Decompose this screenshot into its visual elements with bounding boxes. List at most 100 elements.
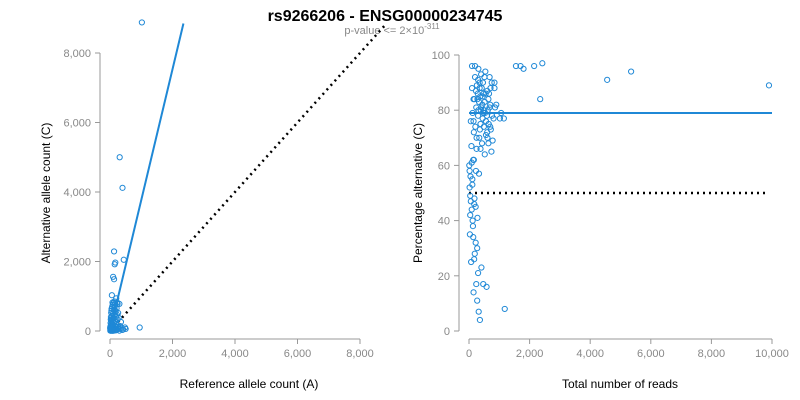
- right-data-point: [482, 118, 490, 125]
- right-data-point: [469, 223, 477, 230]
- right-data-point: [472, 87, 480, 94]
- right-data-point: [467, 211, 474, 219]
- right-data-point: [469, 176, 476, 183]
- left-x-tick-label: 0: [107, 348, 113, 360]
- right-data-point: [476, 126, 484, 133]
- subtitle-exponent: -311: [424, 22, 440, 31]
- left-x-axis-label: Reference allele count (A): [180, 377, 319, 391]
- left-y-tick-label: 0: [85, 326, 91, 338]
- right-data-point: [468, 62, 476, 70]
- right-data-point: [470, 289, 477, 296]
- right-x-tick-label: 2,000: [516, 348, 544, 360]
- left-y-tick-label: 8,000: [63, 48, 91, 60]
- right-data-point: [476, 316, 484, 324]
- right-data-point: [512, 62, 520, 70]
- right-data-point: [472, 203, 479, 210]
- right-data-point: [475, 65, 482, 72]
- right-data-point: [477, 120, 484, 128]
- right-data-point: [496, 115, 504, 122]
- right-x-tick-label: 10,000: [755, 348, 789, 360]
- right-y-tick-label: 0: [444, 326, 450, 338]
- right-data-point: [470, 96, 477, 103]
- left-data-point: [110, 248, 118, 255]
- left-data-point: [136, 324, 143, 331]
- left-x-tick-label: 6,000: [284, 348, 312, 360]
- right-data-point: [483, 283, 490, 290]
- right-data-point: [472, 239, 479, 246]
- right-data-point: [537, 96, 544, 103]
- right-x-tick-label: 4,000: [576, 348, 604, 360]
- right-y-tick-label: 40: [438, 216, 450, 228]
- right-y-tick-label: 20: [438, 271, 450, 283]
- right-data-point: [468, 159, 475, 166]
- left-data-point: [121, 324, 129, 331]
- right-y-tick-label: 100: [432, 50, 450, 62]
- right-data-point: [467, 118, 474, 125]
- right-data-point: [479, 79, 487, 86]
- chart-title: rs9266206 - ENSG00000234745: [268, 8, 503, 25]
- right-data-point: [480, 280, 487, 288]
- right-data-point: [467, 198, 474, 205]
- subtitle-prefix: p-value <= 2×10: [344, 25, 424, 37]
- right-data-point: [466, 231, 474, 238]
- left-reference-line: [109, 22, 388, 332]
- right-data-point: [474, 76, 482, 83]
- right-data-point: [470, 118, 477, 125]
- left-panel: Reference allele count (A) Alternative a…: [39, 19, 388, 391]
- right-y-tick-label: 80: [438, 105, 450, 117]
- right-data-point: [474, 96, 481, 103]
- left-data-point: [110, 276, 118, 283]
- right-data-point: [487, 123, 494, 130]
- left-data-point: [119, 184, 126, 191]
- right-data-point: [478, 71, 485, 78]
- right-data-point: [470, 129, 477, 136]
- right-data-point: [486, 73, 493, 81]
- left-x-tick-label: 4,000: [221, 348, 249, 360]
- right-data-point: [474, 245, 481, 252]
- right-data-point: [477, 145, 484, 152]
- right-data-point: [485, 96, 492, 103]
- right-data-point: [471, 62, 479, 70]
- left-data-point: [120, 326, 127, 333]
- right-data-point: [466, 184, 473, 191]
- right-x-tick-label: 8,000: [698, 348, 726, 360]
- right-data-point: [484, 129, 491, 136]
- right-y-tick-label: 60: [438, 160, 450, 172]
- right-x-tick-label: 0: [466, 348, 472, 360]
- right-data-point: [470, 234, 477, 241]
- right-data-point: [471, 195, 478, 202]
- right-data-point: [478, 104, 485, 111]
- chart-subtitle: p-value <= 2×10-311: [344, 22, 440, 37]
- right-data-point: [474, 297, 481, 304]
- right-data-point: [478, 140, 486, 147]
- right-data-point: [485, 140, 492, 147]
- right-data-point: [765, 82, 773, 89]
- left-data-point: [111, 261, 118, 268]
- left-data-point: [114, 326, 121, 333]
- right-panel: Total number of reads Percentage alterna…: [411, 50, 789, 391]
- right-data-point: [487, 101, 494, 108]
- left-fit-line: [109, 23, 185, 332]
- right-data-point: [472, 123, 479, 130]
- right-data-point: [479, 93, 486, 100]
- right-x-tick-label: 6,000: [637, 348, 665, 360]
- right-data-point: [481, 151, 488, 158]
- right-data-point: [478, 85, 485, 92]
- right-y-axis-label: Percentage alternative (C): [411, 123, 425, 263]
- right-data-point: [517, 62, 524, 70]
- right-data-point: [531, 62, 538, 70]
- right-data-point: [481, 73, 488, 81]
- right-data-point: [475, 170, 483, 177]
- right-data-point: [604, 76, 611, 83]
- right-data-point: [466, 167, 473, 175]
- right-data-point: [628, 68, 635, 75]
- right-data-point: [471, 250, 478, 257]
- left-data-point: [116, 154, 123, 161]
- right-data-point: [481, 98, 488, 106]
- right-data-point: [473, 145, 480, 152]
- right-data-point: [488, 79, 495, 86]
- left-x-tick-label: 2,000: [159, 348, 187, 360]
- right-data-point: [539, 60, 546, 67]
- left-data-point: [108, 292, 115, 299]
